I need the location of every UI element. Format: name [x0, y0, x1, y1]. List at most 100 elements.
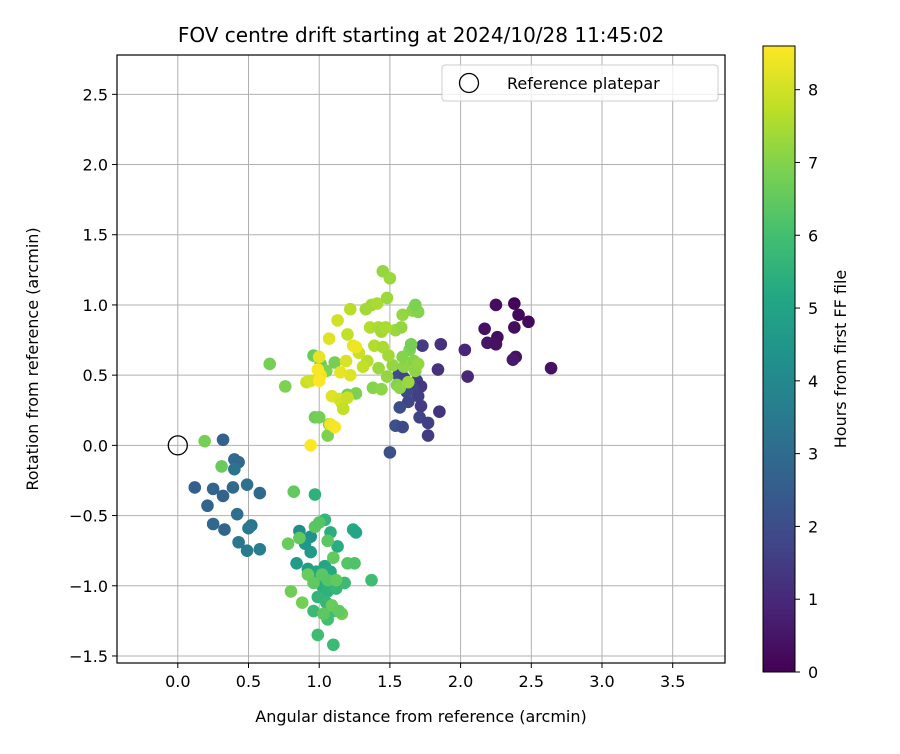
legend-label: Reference platepar: [507, 74, 660, 93]
y-tick-label: 0.5: [83, 366, 108, 385]
data-point: [434, 337, 448, 351]
data-point: [216, 433, 230, 447]
data-point: [508, 297, 521, 310]
data-point: [201, 499, 214, 513]
data-point: [317, 607, 330, 621]
data-point: [508, 321, 521, 334]
data-point: [281, 537, 295, 550]
data-point: [293, 531, 306, 545]
data-point: [544, 361, 558, 375]
data-point: [370, 297, 384, 310]
data-point: [411, 389, 425, 403]
data-point: [380, 370, 394, 383]
data-point: [356, 360, 370, 374]
data-point: [512, 308, 525, 322]
data-point: [375, 382, 388, 396]
data-point: [522, 315, 535, 329]
data-point: [416, 339, 429, 352]
data-point: [287, 485, 301, 498]
data-point: [321, 429, 334, 442]
data-point: [284, 585, 298, 598]
data-point: [341, 391, 354, 404]
data-point: [328, 356, 342, 369]
colorbar-tick-label: 4: [808, 372, 818, 391]
data-point: [311, 363, 325, 376]
data-point: [304, 545, 318, 559]
data-point: [307, 576, 320, 590]
data-point: [359, 302, 373, 316]
colorbar-tick-label: 1: [808, 590, 818, 609]
data-point: [344, 302, 357, 316]
data-point: [312, 410, 326, 424]
y-tick-label: −1.5: [69, 647, 108, 666]
data-point: [331, 314, 344, 327]
y-tick-label: 1.0: [83, 296, 108, 315]
data-point: [372, 361, 385, 375]
data-point: [240, 544, 254, 557]
data-point: [431, 363, 445, 376]
x-axis-label: Angular distance from reference (arcmin): [255, 707, 586, 726]
colorbar: 0 1 2 3 4 5 6 7 8 Hours from first FF file: [762, 45, 850, 682]
data-point: [458, 343, 472, 357]
data-point: [348, 557, 361, 570]
data-point: [295, 596, 309, 609]
data-point: [433, 405, 446, 418]
data-point: [329, 573, 343, 587]
y-tick-label: −1.0: [69, 577, 108, 596]
data-point: [307, 604, 320, 618]
data-point: [365, 573, 378, 587]
legend: Reference platepar: [441, 64, 719, 102]
data-point: [386, 359, 400, 372]
x-axis-ticks: 0.0 0.5 1.0 1.5 2.0 2.5 3.0 3.5: [165, 663, 685, 691]
data-point: [332, 604, 346, 618]
data-point: [489, 337, 503, 351]
data-point: [290, 557, 303, 570]
data-point: [421, 416, 435, 430]
data-point: [198, 434, 211, 448]
y-axis-label: Rotation from reference (arcmin): [23, 227, 42, 490]
y-tick-label: −0.5: [69, 507, 108, 526]
chart-title: FOV centre drift starting at 2024/10/28 …: [178, 23, 664, 47]
data-point: [215, 460, 228, 473]
data-point: [253, 542, 267, 556]
data-point: [240, 478, 254, 491]
data-point: [206, 482, 220, 496]
colorbar-tick-label: 8: [808, 81, 818, 100]
colorbar-frame: [762, 45, 796, 673]
data-point: [263, 357, 277, 371]
y-tick-label: 2.5: [83, 85, 108, 104]
data-points: [188, 264, 558, 652]
data-point: [489, 298, 503, 312]
y-axis-ticks: −1.5 −1.0 −0.5 0.0 0.5 1.0 1.5 2.0 2.5: [69, 85, 117, 666]
data-point: [411, 357, 425, 371]
x-tick-label: 0.5: [236, 672, 261, 691]
data-point: [401, 375, 415, 389]
x-tick-label: 0.0: [165, 672, 190, 691]
colorbar-tick-label: 2: [808, 517, 818, 536]
data-point: [322, 332, 336, 345]
x-tick-label: 3.0: [589, 672, 614, 691]
data-point: [312, 516, 326, 529]
data-point: [396, 420, 409, 434]
data-point: [349, 340, 363, 354]
x-tick-label: 3.5: [660, 672, 685, 691]
data-point: [328, 420, 342, 434]
data-point: [461, 370, 474, 383]
data-point: [396, 308, 409, 322]
data-point: [226, 481, 240, 494]
y-tick-label: 2.0: [83, 156, 108, 175]
data-point: [396, 350, 409, 364]
colorbar-label: Hours from first FF file: [831, 270, 850, 449]
colorbar-tick-label: 7: [808, 153, 818, 172]
data-point: [321, 534, 334, 548]
data-point: [216, 489, 230, 503]
data-point: [312, 350, 326, 364]
colorbar-tick-label: 0: [808, 663, 818, 682]
reference-platepar-marker: [167, 435, 188, 456]
colorbar-tick-label: 3: [808, 445, 818, 464]
data-point: [336, 402, 350, 416]
data-point: [312, 374, 326, 388]
y-tick-label: 1.5: [83, 226, 108, 245]
data-point: [344, 368, 357, 382]
